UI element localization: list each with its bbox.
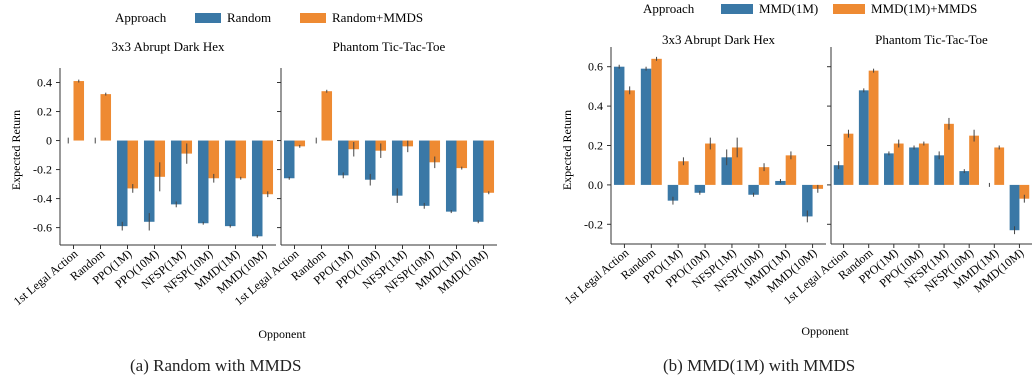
bar-b-0-0-3 (694, 184, 706, 193)
bar-b-0-1-1 (651, 58, 662, 185)
legend-title-b: Approach (643, 1, 695, 16)
bar-a-0-1-5 (208, 140, 220, 179)
bar-b-1-1-1 (868, 70, 879, 185)
bar-b-0-1-6 (785, 155, 797, 185)
bar-b-1-0-3 (909, 147, 919, 185)
bar-b-1-1-7 (1019, 184, 1030, 199)
x-axis-label-b: Opponent (801, 324, 849, 338)
y-tick-label-a-4: -0.4 (33, 192, 52, 206)
bar-a-1-0-4 (391, 140, 403, 196)
bar-b-0-0-4 (721, 157, 732, 185)
y-tick-label-a-1: 0.2 (37, 105, 52, 119)
y-tick-label-b-0: 0.6 (588, 60, 603, 74)
bar-a-0-1-6 (235, 140, 247, 179)
bar-a-1-1-1 (321, 91, 333, 141)
y-axis-label-a: Expected Return (9, 110, 23, 190)
bar-a-1-1-6 (456, 140, 468, 169)
bar-b-0-0-0 (613, 66, 625, 185)
bar-b-1-0-4 (934, 155, 945, 185)
x-axis-label-a: Opponent (258, 327, 306, 341)
bar-a-0-0-6 (224, 140, 236, 227)
legend-swatch-b-1 (833, 4, 865, 14)
legend-label-a-1: Random+MMDS (332, 10, 423, 25)
panel-title-a-1: Phantom Tic-Tac-Toe (333, 39, 446, 54)
bar-b-0-0-5 (748, 184, 759, 195)
bar-b-0-1-4 (731, 147, 743, 185)
bar-b-0-1-0 (624, 90, 635, 185)
bar-b-0-1-2 (678, 161, 689, 185)
y-tick-label-b-3: 0.0 (588, 178, 603, 192)
bar-b-1-0-1 (858, 90, 869, 185)
y-tick-label-a-5: -0.6 (33, 221, 52, 235)
y-tick-label-b-2: 0.2 (588, 139, 603, 153)
bar-a-0-1-0 (73, 81, 85, 141)
y-tick-label-a-2: 0 (46, 134, 52, 148)
caption-a: (a) Random with MMDS (130, 356, 302, 375)
bar-b-0-0-1 (640, 68, 652, 185)
bar-b-0-1-5 (758, 167, 770, 185)
bar-a-0-1-3 (154, 140, 166, 177)
bar-b-1-1-4 (944, 123, 954, 185)
bar-a-0-0-5 (197, 140, 209, 224)
bar-b-1-0-7 (1009, 184, 1020, 231)
bar-a-1-0-7 (472, 140, 484, 222)
legend-swatch-a-0 (195, 13, 221, 23)
bar-a-0-0-7 (251, 140, 263, 237)
bar-a-1-0-2 (337, 140, 349, 176)
bar-a-0-1-1 (100, 94, 112, 141)
panel-title-a-0: 3x3 Abrupt Dark Hex (111, 39, 225, 54)
y-tick-label-b-4: -0.2 (584, 217, 603, 231)
bar-b-1-0-5 (959, 171, 970, 185)
bar-b-0-0-6 (775, 180, 786, 185)
legend-swatch-b-0 (721, 4, 753, 14)
bar-a-1-0-0 (283, 140, 295, 179)
bar-b-0-0-2 (667, 184, 679, 201)
panel-title-b-1: Phantom Tic-Tac-Toe (875, 32, 988, 47)
bar-a-0-1-2 (127, 140, 139, 189)
legend-label-b-1: MMD(1M)+MMDS (871, 1, 977, 16)
bar-a-0-0-4 (170, 140, 182, 205)
bar-b-1-0-2 (884, 153, 894, 185)
legend-title-a: Approach (115, 10, 167, 25)
caption-b: (b) MMD(1M) with MMDS (663, 356, 856, 375)
bar-b-1-1-6 (994, 147, 1005, 185)
y-tick-label-b-1: 0.4 (588, 99, 603, 113)
bar-b-1-1-0 (843, 133, 854, 185)
bar-b-1-1-5 (969, 135, 979, 185)
bar-a-1-1-0 (294, 140, 306, 147)
bar-a-0-0-2 (116, 140, 128, 227)
bar-a-1-0-5 (418, 140, 430, 206)
bar-b-0-1-3 (705, 143, 716, 185)
y-axis-label-b: Expected Return (560, 110, 574, 190)
bar-b-0-0-7 (802, 184, 813, 217)
bar-b-1-1-3 (918, 143, 929, 185)
legend-swatch-a-1 (300, 13, 326, 23)
y-tick-label-a-3: -0.2 (33, 163, 52, 177)
bar-a-0-1-7 (262, 140, 274, 195)
bar-b-1-0-0 (833, 165, 844, 185)
bar-a-1-1-7 (483, 140, 495, 193)
bar-a-1-0-6 (445, 140, 457, 212)
bar-a-1-0-3 (364, 140, 376, 180)
y-tick-label-a-0: 0.4 (37, 76, 52, 90)
panel-title-b-0: 3x3 Abrupt Dark Hex (662, 32, 776, 47)
bar-a-1-1-5 (429, 140, 441, 163)
legend-label-b-0: MMD(1M) (759, 1, 818, 16)
legend-label-a-0: Random (227, 10, 271, 25)
bar-a-0-0-3 (143, 140, 155, 222)
figure-canvas: Approach Random Random+MMDS Expected Return… (9, 1, 1032, 341)
bar-b-1-1-2 (893, 143, 904, 185)
